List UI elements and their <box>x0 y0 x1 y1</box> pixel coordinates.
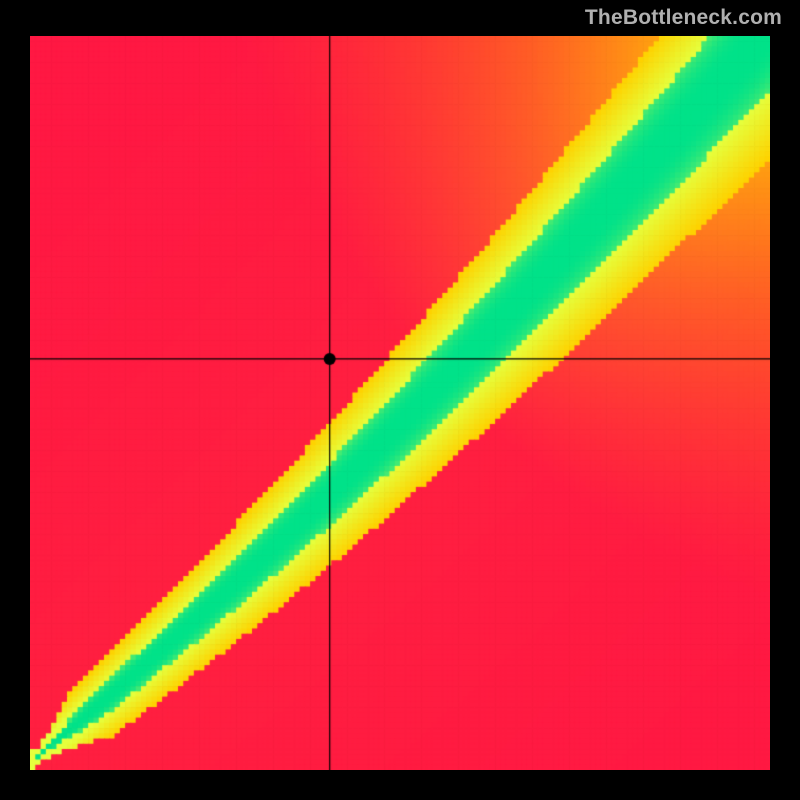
heatmap-canvas <box>30 36 770 770</box>
watermark-text: TheBottleneck.com <box>585 6 782 30</box>
chart-container: TheBottleneck.com <box>0 0 800 800</box>
heatmap-plot <box>30 36 770 770</box>
